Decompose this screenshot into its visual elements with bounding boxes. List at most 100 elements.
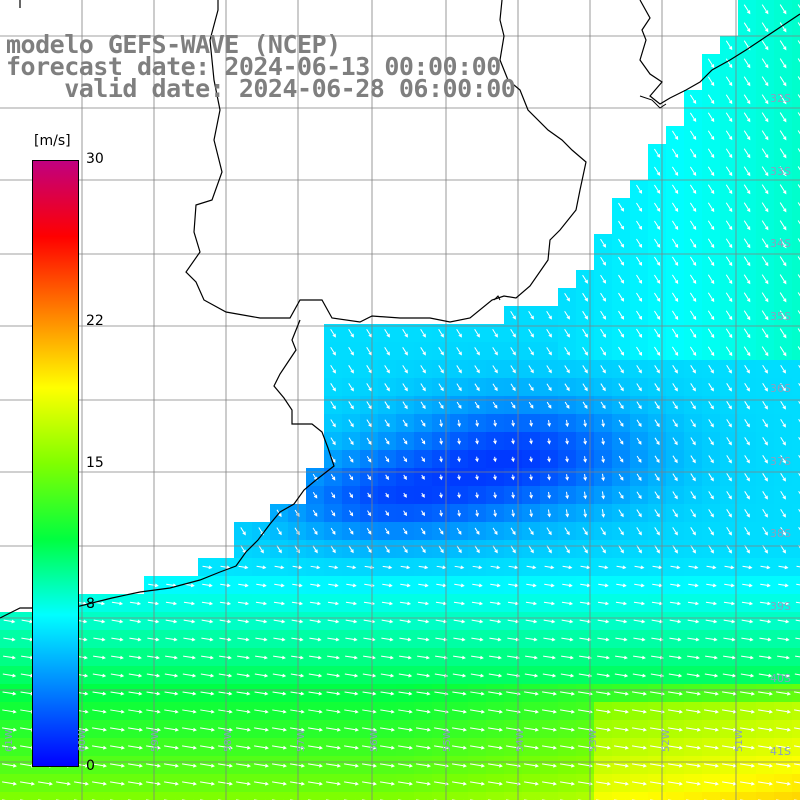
wind-arrow — [614, 763, 629, 768]
wind-arrow — [402, 329, 408, 338]
wind-arrow — [93, 619, 106, 624]
wind-arrow — [398, 673, 413, 678]
wind-arrow — [164, 781, 179, 786]
wind-arrow — [345, 619, 358, 624]
wind-arrow — [310, 565, 321, 570]
wind-arrow — [596, 763, 611, 768]
longitude-label: 56W — [369, 729, 380, 752]
wind-arrow — [778, 583, 789, 588]
wind-arrow — [743, 220, 751, 231]
wind-arrow — [439, 419, 443, 428]
wind-cell — [612, 792, 631, 800]
wind-arrow — [524, 781, 539, 786]
wind-arrow — [308, 745, 323, 750]
wind-arrow — [416, 763, 431, 768]
wind-arrow — [636, 401, 642, 410]
wind-arrow — [583, 473, 587, 482]
wind-arrow — [776, 745, 791, 750]
wind-arrow — [183, 637, 196, 642]
wind-arrow — [384, 347, 390, 356]
wind-arrow — [598, 583, 609, 588]
wind-arrow — [3, 637, 16, 642]
wind-arrow — [600, 238, 607, 248]
wind-arrow — [546, 329, 552, 338]
wind-arrow — [708, 545, 714, 554]
wind-arrow — [330, 545, 336, 554]
wind-arrow — [671, 202, 679, 212]
wind-arrow — [725, 130, 733, 141]
wind-arrow — [528, 365, 534, 374]
wind-arrow — [758, 709, 773, 714]
wind-arrow — [542, 727, 557, 732]
wind-arrow — [327, 637, 340, 642]
wind-arrow — [690, 383, 696, 392]
wind-cell — [0, 792, 19, 800]
wind-arrow — [672, 491, 678, 500]
wind-arrow — [385, 474, 389, 481]
wind-arrow — [237, 655, 250, 660]
wind-arrow — [600, 545, 606, 554]
wind-arrow — [274, 565, 285, 570]
wind-arrow — [762, 455, 768, 464]
wind-arrow — [508, 565, 519, 570]
wind-arrow — [542, 763, 557, 768]
wind-arrow — [420, 365, 426, 374]
wind-arrow — [474, 347, 480, 356]
wind-arrow — [708, 383, 714, 392]
wind-arrow — [385, 510, 390, 517]
wind-arrow — [184, 583, 195, 588]
wind-arrow — [438, 401, 444, 410]
wind-cell — [792, 738, 800, 757]
wind-arrow — [562, 583, 573, 588]
wind-arrow — [560, 727, 575, 732]
wind-arrow — [671, 310, 679, 320]
wind-arrow — [600, 401, 606, 410]
wind-arrow — [704, 763, 719, 768]
wind-arrow — [290, 763, 305, 768]
wind-arrow — [671, 256, 679, 266]
wind-arrow — [616, 565, 627, 570]
wind-arrow — [779, 148, 787, 159]
wind-arrow — [760, 583, 771, 588]
wind-arrow — [488, 691, 503, 696]
wind-arrow — [560, 745, 575, 750]
wind-arrow — [636, 310, 643, 320]
wind-arrow — [596, 781, 611, 786]
wind-arrow — [439, 492, 443, 499]
wind-arrow — [529, 420, 533, 427]
wind-arrow — [668, 691, 683, 696]
wind-arrow — [454, 565, 465, 570]
wind-arrow — [654, 491, 660, 500]
wind-arrow — [798, 473, 800, 477]
wind-arrow — [582, 527, 588, 536]
wind-arrow — [399, 601, 412, 606]
wind-arrow — [182, 673, 197, 678]
wind-arrow — [688, 565, 699, 570]
wind-arrow — [578, 673, 593, 678]
wind-arrow — [671, 130, 679, 140]
wind-arrow — [723, 655, 736, 660]
wind-arrow — [705, 637, 718, 642]
wind-arrow — [272, 691, 287, 696]
wind-arrow — [797, 184, 800, 189]
wind-arrow — [3, 619, 16, 624]
wind-arrow — [309, 601, 322, 606]
wind-arrow — [636, 220, 643, 230]
wind-arrow — [456, 527, 462, 535]
wind-cell — [468, 792, 487, 800]
wind-arrow — [2, 709, 17, 714]
wind-arrow — [672, 455, 678, 464]
wind-arrow — [758, 673, 773, 678]
wind-arrow — [544, 583, 555, 588]
wind-arrow — [348, 347, 354, 356]
wind-arrow — [689, 94, 697, 105]
wind-arrow — [707, 166, 715, 177]
wind-arrow — [798, 401, 800, 405]
wind-arrow — [779, 274, 787, 285]
wind-arrow — [399, 637, 412, 642]
wind-arrow — [326, 745, 341, 750]
wind-arrow — [290, 781, 305, 786]
wind-arrow — [344, 781, 359, 786]
wind-arrow — [110, 745, 125, 750]
